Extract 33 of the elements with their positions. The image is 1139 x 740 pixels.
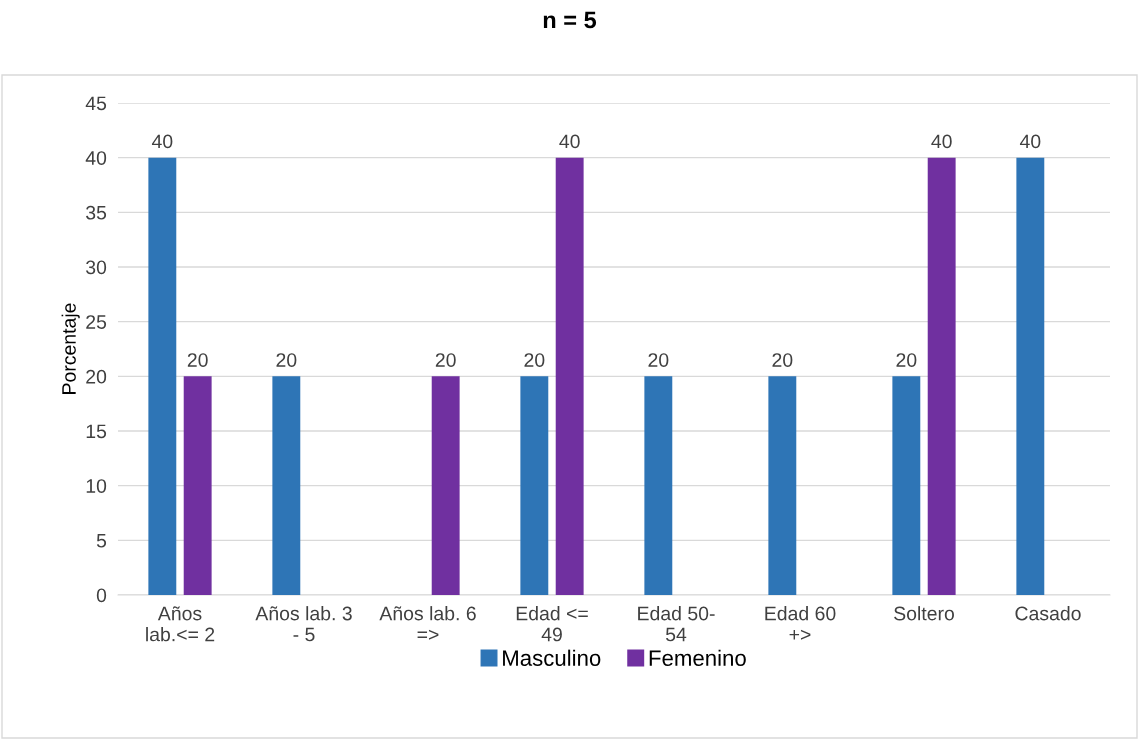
x-tick-label: Años lab. 6 => [379,606,476,640]
y-tick-label: 5 [96,534,107,548]
x-tick-label: Edad 60 +> [765,606,836,640]
chart-title: n = 5 [543,11,597,29]
legend-label: Femenino [649,649,746,666]
y-tick-label: 45 [85,96,107,111]
data-label: 40 [151,134,173,149]
data-label: 20 [435,353,456,367]
y-tick-label: 15 [86,424,107,439]
x-tick-label: Años lab. 3 - 5 [255,606,352,642]
data-label: 20 [524,353,545,367]
y-tick-label: 25 [86,315,107,329]
x-tick-label: Soltero [894,606,954,621]
y-tick-label: 40 [85,151,107,165]
data-label: 20 [896,353,917,367]
y-tick-label: 30 [86,260,107,275]
y-tick-label: 10 [86,479,107,493]
data-label: 20 [772,353,793,367]
x-tick-label: Edad 50- 54 [638,606,715,642]
data-label: 40 [559,134,580,149]
y-axis-title: Porcentaje [61,303,80,394]
data-label: 40 [931,134,952,149]
x-tick-label: Edad <= 49 [516,606,588,642]
data-label: 40 [1019,134,1041,149]
y-tick-label: 35 [86,205,107,220]
data-label: 20 [276,353,297,367]
x-tick-label: Casado [1015,606,1081,621]
y-tick-label: 20 [86,369,107,384]
y-tick-label: 0 [96,588,107,603]
data-label: 20 [648,353,669,367]
data-label: 20 [187,353,208,367]
legend-label: Masculino [503,649,601,666]
x-tick-label: Años lab.<= 2 [146,606,215,642]
